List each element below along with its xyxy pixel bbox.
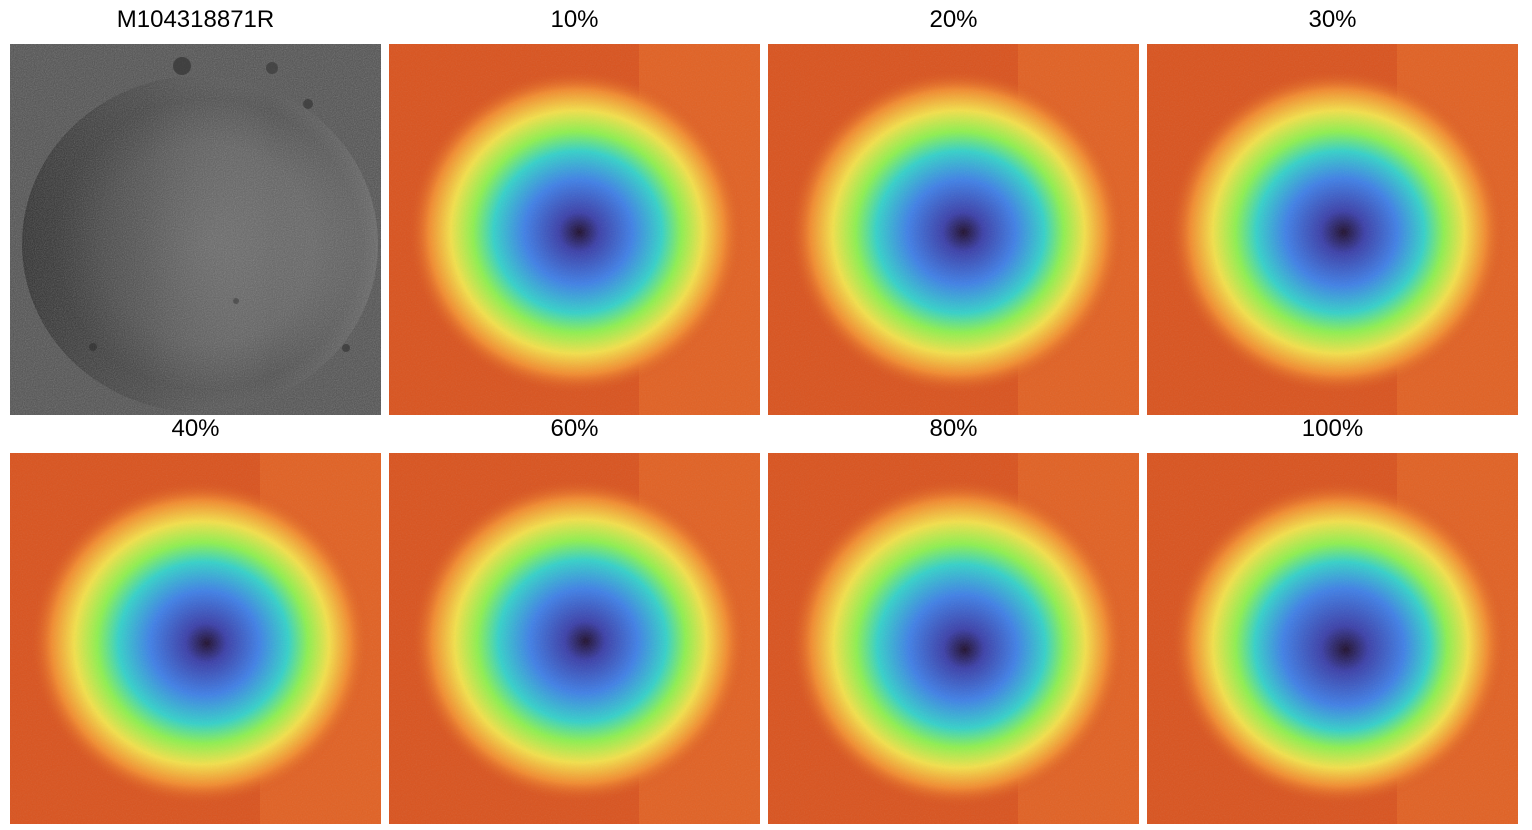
- depth-heatmap-image: [768, 44, 1139, 415]
- panel-source-image: M104318871R: [10, 6, 381, 416]
- panel-title: 40%: [171, 415, 220, 442]
- depth-heatmap-image: [389, 44, 760, 415]
- panel-title: 30%: [1308, 6, 1357, 33]
- grayscale-crater-svg: [10, 44, 381, 415]
- panel-title: 60%: [550, 415, 599, 442]
- panel-heatmap-10: 10%: [389, 6, 760, 416]
- panel-title: 20%: [929, 6, 978, 33]
- panel-title: 80%: [929, 415, 978, 442]
- depth-heatmap-svg: [389, 453, 760, 824]
- depth-heatmap-image: [768, 453, 1139, 824]
- panel-title: M104318871R: [116, 6, 275, 33]
- panel-title: 100%: [1301, 415, 1364, 442]
- grayscale-crater-image: [10, 44, 381, 415]
- depth-heatmap-svg: [768, 453, 1139, 824]
- depth-heatmap-svg: [10, 453, 381, 824]
- panel-heatmap-80: 80%: [768, 415, 1139, 825]
- depth-heatmap-image: [389, 453, 760, 824]
- panel-heatmap-40: 40%: [10, 415, 381, 825]
- depth-heatmap-svg: [1147, 453, 1518, 824]
- panel-heatmap-30: 30%: [1147, 6, 1518, 416]
- depth-heatmap-svg: [768, 44, 1139, 415]
- panel-heatmap-60: 60%: [389, 415, 760, 825]
- depth-heatmap-svg: [1147, 44, 1518, 415]
- depth-heatmap-svg: [389, 44, 760, 415]
- panel-heatmap-20: 20%: [768, 6, 1139, 416]
- depth-heatmap-image: [1147, 44, 1518, 415]
- panel-heatmap-100: 100%: [1147, 415, 1518, 825]
- depth-heatmap-image: [1147, 453, 1518, 824]
- panel-title: 10%: [550, 6, 599, 33]
- depth-heatmap-image: [10, 453, 381, 824]
